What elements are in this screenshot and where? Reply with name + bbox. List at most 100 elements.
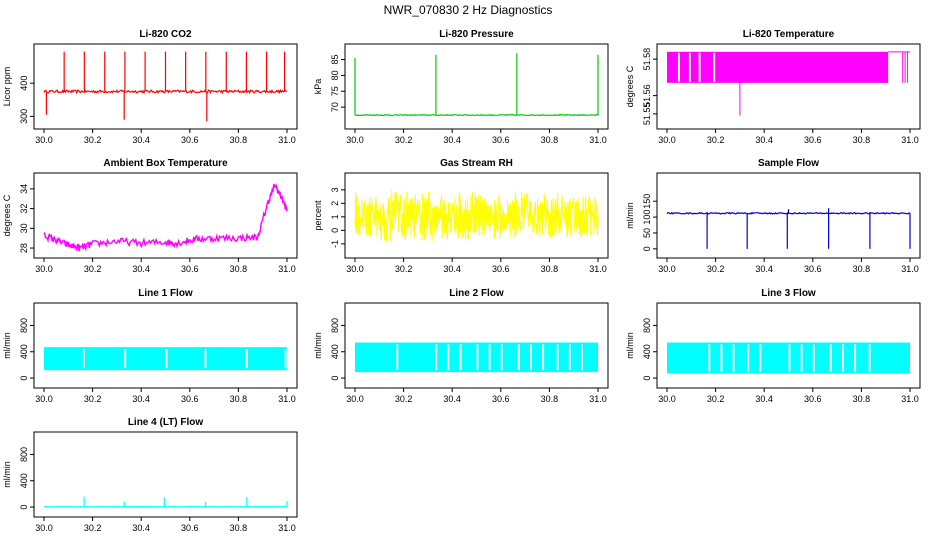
band-gap xyxy=(529,344,532,371)
y-tick-label: -1 xyxy=(330,240,340,248)
band-gap xyxy=(708,344,711,372)
y-tick-label: 1 xyxy=(330,214,340,219)
y-tick-label: 150 xyxy=(642,194,652,209)
plot-frame xyxy=(656,172,921,259)
x-tick-label: 30.8 xyxy=(853,264,871,274)
band-gap xyxy=(476,344,479,371)
plot-frame xyxy=(344,43,609,130)
chart-panel-4: Ambient Box Temperature 30.0 30.2 30.4 30.6 3… xyxy=(2,158,298,274)
plot-frame xyxy=(344,172,609,259)
x-tick-label: 30.0 xyxy=(658,135,676,145)
x-tick-label: 30.2 xyxy=(84,394,102,404)
chart-title: Ambient Box Temperature xyxy=(103,158,228,169)
y-axis-label: percent xyxy=(313,200,323,231)
y-axis-label: degrees C xyxy=(2,194,12,236)
x-tick-label: 31.0 xyxy=(901,264,919,274)
y-axis-label: ml/min xyxy=(2,461,12,488)
plot-frame xyxy=(33,302,298,389)
x-tick-label: 30.0 xyxy=(35,264,53,274)
band-gap xyxy=(841,344,844,372)
plot-frame xyxy=(656,302,921,389)
y-axis-label: Licor ppm xyxy=(2,67,12,107)
chart-title: Li-820 Temperature xyxy=(743,29,835,40)
x-tick-label: 30.2 xyxy=(84,523,102,533)
y-axis-label: degrees C xyxy=(625,65,635,107)
x-tick-label: 30.8 xyxy=(541,264,559,274)
x-tick-label: 30.6 xyxy=(804,394,822,404)
chart-panel-6: Sample Flow 30.0 30.2 30.4 30.6 30.8 31.0 0 50 10… xyxy=(625,158,921,274)
x-tick-label: 30.6 xyxy=(492,394,510,404)
figure-title: NWR_070830 2 Hz Diagnostics xyxy=(384,3,553,17)
chart-title: Gas Stream RH xyxy=(440,158,513,169)
x-tick-label: 31.0 xyxy=(589,135,607,145)
x-tick-label: 30.0 xyxy=(346,135,364,145)
chart-panel-3: Li-820 Temperature 30.0 30.2 30.4 30.6 30.8 31… xyxy=(625,29,921,145)
x-tick-label: 30.6 xyxy=(804,135,822,145)
band-gap xyxy=(165,349,168,369)
chart-title: Li-820 CO2 xyxy=(139,29,192,40)
band-gap xyxy=(829,344,832,372)
chart-panel-5: Gas Stream RH 30.0 30.2 30.4 30.6 30.8 31.0 -1 0… xyxy=(313,158,609,274)
band-gap xyxy=(720,344,723,372)
x-tick-label: 30.6 xyxy=(804,264,822,274)
band-gap xyxy=(732,344,735,372)
y-tick-label: 51.56 xyxy=(642,84,652,107)
x-tick-label: 30.4 xyxy=(443,264,461,274)
series-band xyxy=(667,51,889,83)
y-tick-label: 51.55 xyxy=(642,103,652,126)
band-gap xyxy=(500,344,503,371)
y-tick-label: 50 xyxy=(642,228,652,238)
x-tick-label: 30.0 xyxy=(658,264,676,274)
y-tick-label: 70 xyxy=(330,102,340,112)
band-gap xyxy=(800,344,803,372)
band-gap xyxy=(688,52,691,82)
y-axis-label: kPa xyxy=(313,79,323,95)
band-gap xyxy=(868,344,871,372)
y-tick-label: 0 xyxy=(642,376,652,381)
x-tick-label: 30.6 xyxy=(492,135,510,145)
band-gap xyxy=(568,344,571,371)
series-line xyxy=(354,113,599,117)
x-tick-label: 30.4 xyxy=(132,264,150,274)
x-tick-label: 30.0 xyxy=(658,394,676,404)
band-gap xyxy=(245,349,248,369)
chart-title: Sample Flow xyxy=(758,158,819,169)
x-tick-label: 30.4 xyxy=(755,135,773,145)
x-tick-label: 30.4 xyxy=(443,394,461,404)
y-tick-label: 0 xyxy=(330,376,340,381)
x-tick-label: 30.6 xyxy=(181,523,199,533)
x-tick-label: 31.0 xyxy=(589,394,607,404)
y-tick-label: 0 xyxy=(19,505,29,510)
x-tick-label: 30.4 xyxy=(755,394,773,404)
y-tick-label: 85 xyxy=(330,55,340,65)
band-gap xyxy=(854,344,857,372)
x-tick-label: 30.6 xyxy=(181,135,199,145)
x-tick-label: 30.8 xyxy=(230,264,248,274)
y-tick-label: 0 xyxy=(642,246,652,251)
series-line xyxy=(354,190,599,243)
x-tick-label: 30.4 xyxy=(132,135,150,145)
y-axis-label: ml/min xyxy=(313,332,323,359)
y-tick-label: 34 xyxy=(19,184,29,194)
x-tick-label: 30.2 xyxy=(707,264,725,274)
chart-title: Li-820 Pressure xyxy=(439,29,514,40)
x-tick-label: 30.0 xyxy=(35,394,53,404)
x-tick-label: 30.4 xyxy=(755,264,773,274)
band-gap xyxy=(459,344,462,371)
band-gap xyxy=(435,344,438,371)
x-tick-label: 30.8 xyxy=(230,394,248,404)
band-gap xyxy=(788,344,791,372)
y-axis-label: ml/min xyxy=(625,332,635,359)
plot-frame xyxy=(33,431,298,518)
band-gap xyxy=(124,349,127,369)
x-tick-label: 30.2 xyxy=(84,264,102,274)
x-tick-label: 30.0 xyxy=(35,523,53,533)
band-gap xyxy=(713,52,716,82)
y-tick-label: 0 xyxy=(19,376,29,381)
band-gap xyxy=(677,52,680,82)
y-tick-label: 2 xyxy=(330,201,340,206)
y-tick-label: 3 xyxy=(330,187,340,192)
band-gap xyxy=(542,344,545,371)
y-tick-label: 400 xyxy=(330,344,340,359)
plot-frame xyxy=(33,43,298,130)
